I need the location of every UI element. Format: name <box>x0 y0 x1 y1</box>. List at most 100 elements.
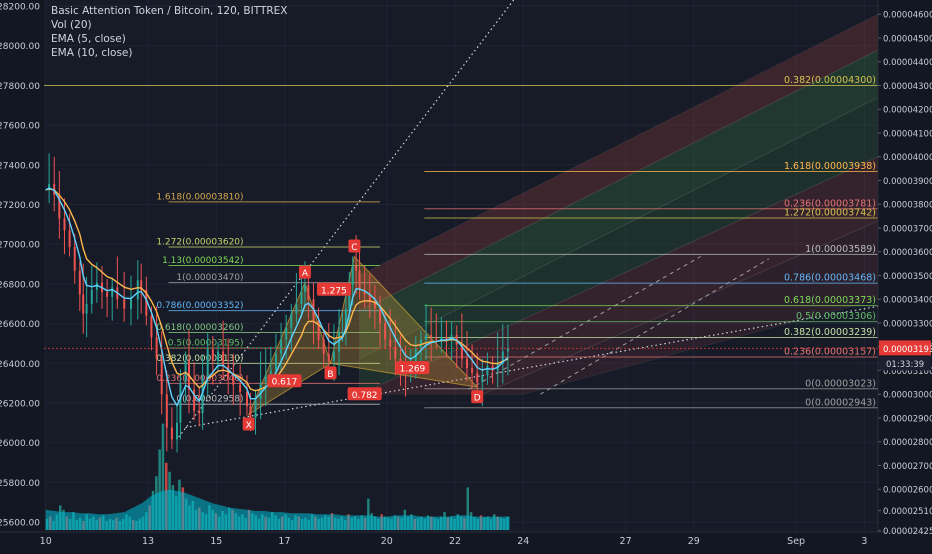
harmonic-triangle-bcd <box>329 255 479 388</box>
right-axis-tick-label: 0.00003400 <box>883 296 932 306</box>
x-axis-tick-label: 27 <box>620 536 632 547</box>
candle-body <box>481 375 484 383</box>
candle-body <box>206 349 209 376</box>
candle-body <box>48 184 51 190</box>
fib-level-left-label: 0(0.00002958) <box>176 395 243 405</box>
fib-level-left-label: 1.272(0.00003620) <box>156 238 243 248</box>
right-axis-tick-label: 0.00003600 <box>883 248 932 258</box>
candle-body <box>170 427 173 440</box>
left-axis-tick-label: 26600.00 <box>0 320 40 330</box>
candle-body <box>445 337 448 340</box>
pattern-point-label: C <box>351 243 357 253</box>
left-axis-tick-label: 27600.00 <box>0 122 40 132</box>
x-axis-tick-label: 24 <box>517 536 529 547</box>
pattern-point-badge <box>324 366 337 380</box>
candle-body <box>198 410 201 414</box>
candle-body <box>211 349 214 361</box>
candle-body <box>471 368 474 373</box>
candle-body <box>506 348 509 352</box>
fib-level-left-label: 1.618(0.00003810) <box>156 192 243 202</box>
fib-level-left-label: 0.382(0.00003130) <box>156 354 243 364</box>
candle-body <box>389 339 392 347</box>
fib-level-left-label: 1(0.00003470) <box>176 273 243 283</box>
right-axis-tick-label: 0.00003900 <box>883 177 932 187</box>
volume-bar <box>367 498 370 530</box>
fib-level-left-label: 1.13(0.00003542) <box>162 256 243 266</box>
right-axis-tick-label: 0.00004400 <box>883 58 932 68</box>
candle-body <box>150 315 153 338</box>
candle-body <box>111 287 114 297</box>
pattern-point-badge <box>242 417 255 431</box>
right-axis-tick-label: 0.00004200 <box>883 106 932 116</box>
left-axis-tick-label: 27800.00 <box>0 82 40 92</box>
fib-level-right-label: 1(0.00003589) <box>805 244 876 255</box>
pattern-ratio-label: 1.269 <box>400 365 426 375</box>
candle-body <box>295 304 298 314</box>
candle-body <box>269 370 272 376</box>
x-axis-tick-label: 13 <box>142 536 154 547</box>
candle-body <box>176 422 178 440</box>
fib-level-right-label: 0.382(0.00003239) <box>784 327 876 338</box>
candle-body <box>123 299 126 309</box>
fib-level-right-label: 0.786(0.00003468) <box>784 273 876 284</box>
candle-body <box>368 294 371 302</box>
candle-body <box>193 389 196 411</box>
candle-body <box>155 337 158 359</box>
right-axis-tick-label: 0.00004000 <box>883 153 932 163</box>
trend-line-steep <box>178 0 515 438</box>
candle-body <box>239 384 242 392</box>
countdown-label: 01:33:39 <box>886 360 924 370</box>
candle-body <box>338 332 341 352</box>
candle-body <box>460 344 463 359</box>
candle-body <box>106 292 109 297</box>
pattern-point-badge <box>298 265 311 279</box>
right-axis-tick-label: 0.00003100 <box>883 367 932 377</box>
candle-body <box>414 349 417 366</box>
left-axis-tick-label: 25800.00 <box>0 479 40 489</box>
right-axis-tick-label: 0.00004500 <box>883 34 932 44</box>
candle-body <box>430 334 433 338</box>
candle-body <box>379 308 381 323</box>
candle-body <box>217 351 219 361</box>
left-axis-tick-label: 27400.00 <box>0 161 40 171</box>
left-axis-tick-label: 27000.00 <box>0 241 40 251</box>
x-axis-tick-label: Sep <box>787 536 805 547</box>
left-axis-tick-label: 26000.00 <box>0 439 40 449</box>
pattern-ratio-badge <box>316 282 351 296</box>
right-axis-tick-label: 0.00002600 <box>883 486 932 496</box>
ema-fast-line <box>45 187 509 408</box>
right-axis-tick-label: 0.00004600 <box>883 11 932 21</box>
last-price-badge <box>879 340 931 356</box>
candle-body <box>435 337 438 340</box>
candle-body <box>130 299 132 309</box>
pattern-ratio-label: 1.275 <box>321 286 347 296</box>
candle-body <box>501 351 504 364</box>
pattern-point-label: A <box>302 269 309 279</box>
right-axis-panel <box>878 0 932 550</box>
x-axis-tick-label: 3 <box>861 536 867 547</box>
fib-level-right-label: 1.618(0.00003938) <box>784 161 876 172</box>
fib-level-right-label: 0(0.00003023) <box>805 378 876 389</box>
candle-body <box>351 266 354 285</box>
pattern-point-label: X <box>246 421 252 431</box>
fib-level-right-label: 0(0.00002943) <box>805 397 876 408</box>
pattern-point-label: B <box>327 370 333 380</box>
volume-bar <box>466 487 469 530</box>
left-axis-tick-label: 25600.00 <box>0 519 40 529</box>
fib-level-left-label: 0.786(0.00003352) <box>156 301 243 311</box>
candle-body <box>246 391 248 407</box>
candle-body <box>327 353 330 361</box>
candle-body <box>303 285 306 293</box>
candle-body <box>58 194 61 219</box>
candle-body <box>394 346 397 359</box>
pattern-point-badge <box>471 390 484 404</box>
candle-body <box>300 292 303 304</box>
x-axis-tick-label: 20 <box>381 536 393 547</box>
fib-level-left-label: 0.236(0.00003046) <box>156 374 243 384</box>
volume-bar <box>161 423 165 530</box>
fib-level-right-label: 0.236(0.00003157) <box>784 346 876 357</box>
candle-body <box>384 323 387 340</box>
left-axis-tick-label: 26800.00 <box>0 280 40 290</box>
bottom-axis-panel <box>0 532 932 550</box>
